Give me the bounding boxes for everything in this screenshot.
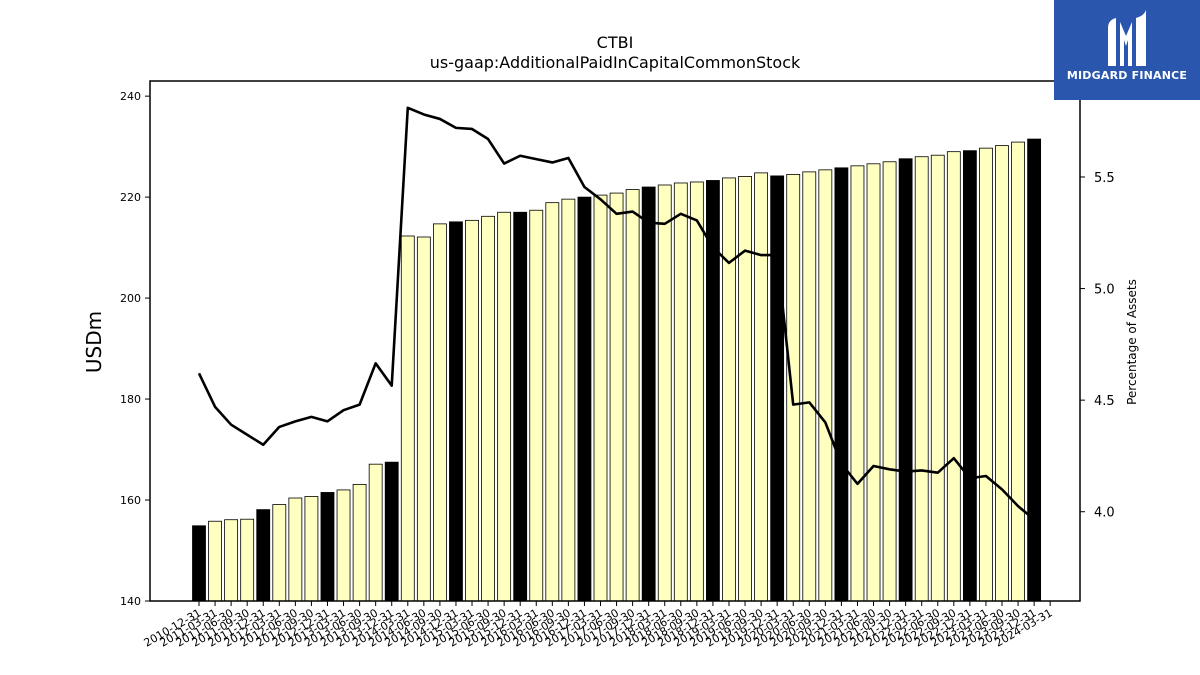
bar [673, 182, 688, 602]
bar [609, 192, 624, 602]
bar [288, 497, 303, 602]
bar [641, 186, 656, 602]
y-tick-label: 220 [120, 191, 141, 204]
bar [898, 158, 913, 602]
bar [304, 496, 319, 602]
bar [738, 176, 752, 602]
bar [995, 145, 1009, 602]
bar [625, 189, 640, 602]
series-line [197, 106, 1035, 521]
bar [192, 525, 206, 602]
line-series [197, 106, 1035, 521]
x-axis: 2010-12-312011-03-312011-06-302011-09-30… [142, 601, 1055, 650]
bar [513, 211, 528, 602]
bar [850, 165, 865, 602]
bar [946, 151, 961, 602]
bar [770, 175, 785, 602]
bar [481, 215, 495, 602]
bar [352, 483, 367, 602]
plot-frame [149, 80, 1081, 602]
bar [689, 181, 704, 602]
bar [1011, 141, 1025, 602]
bar [449, 221, 463, 602]
y-right-tick-label: 5.5 [1094, 171, 1115, 186]
bar [802, 171, 817, 602]
bar [722, 177, 736, 602]
bar [384, 461, 399, 602]
bar [368, 463, 383, 602]
y-tick-label: 200 [120, 292, 141, 305]
y-tick-label: 180 [120, 393, 141, 406]
y-axis-left: 140 160 180 200 220 240 [120, 90, 150, 608]
y-axis-right: 4.0 4.5 5.0 5.5 [1080, 171, 1115, 521]
bar [208, 520, 222, 602]
bar [336, 489, 351, 602]
bar [962, 150, 977, 602]
bar [1027, 138, 1042, 602]
bar [930, 154, 945, 602]
bar [706, 180, 720, 602]
bar [882, 161, 897, 602]
bar [818, 169, 833, 602]
bar [657, 184, 672, 602]
bar [465, 219, 479, 602]
bar-series [192, 138, 1042, 602]
bar [593, 194, 608, 602]
bar [256, 509, 271, 602]
bar [754, 172, 768, 602]
y-tick-label: 240 [120, 90, 141, 103]
bar [866, 163, 881, 602]
bar [914, 156, 929, 602]
brand-logo: MIDGARD FINANCE [1054, 0, 1200, 100]
bar [400, 235, 415, 602]
bar [320, 492, 335, 602]
y-tick-label: 140 [120, 595, 141, 608]
brand-name: MIDGARD FINANCE [1066, 69, 1188, 82]
bar [497, 211, 512, 602]
bar [224, 519, 239, 602]
bar [432, 223, 447, 602]
y-right-tick-label: 4.5 [1094, 394, 1115, 409]
bar [529, 209, 544, 602]
bar [240, 518, 255, 602]
y-right-tick-label: 5.0 [1094, 283, 1115, 298]
bar [577, 196, 592, 602]
bar [545, 202, 560, 602]
chart-title: CTBI [596, 33, 634, 52]
y-tick-label: 160 [120, 494, 141, 507]
bar [834, 167, 849, 602]
bar [786, 173, 801, 602]
bar [416, 236, 431, 602]
bar [272, 504, 287, 602]
bar [561, 198, 576, 602]
y-right-tick-label: 4.0 [1094, 506, 1115, 521]
bar [979, 147, 993, 602]
brand-mark-icon [1108, 10, 1146, 66]
chart-subtitle: us-gaap:AdditionalPaidInCapitalCommonSto… [429, 53, 801, 72]
